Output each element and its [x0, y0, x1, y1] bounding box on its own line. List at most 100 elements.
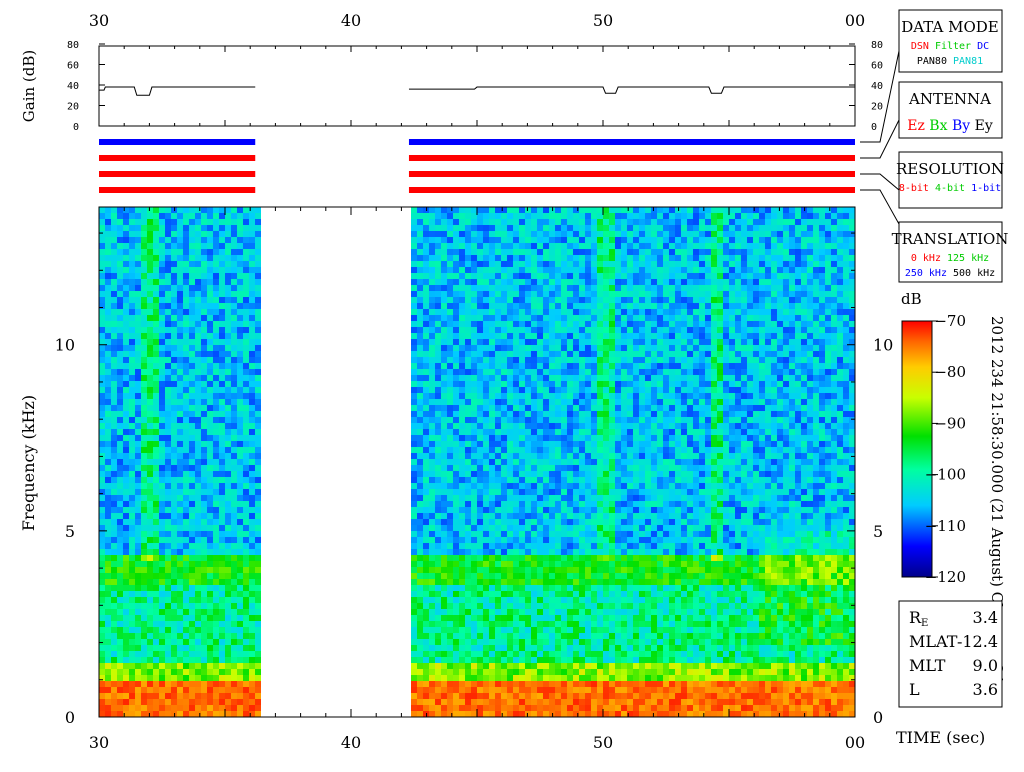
spectrogram-cell [477, 243, 483, 249]
spectrogram-cell [195, 285, 201, 291]
spectrogram-cell [417, 507, 423, 513]
spectrogram-cell [501, 219, 507, 225]
spectrogram-cell [219, 705, 225, 711]
spectrogram-cell [207, 369, 213, 375]
spectrogram-cell [249, 603, 255, 609]
spectrogram-cell [135, 471, 141, 477]
spectrogram-cell [219, 681, 225, 687]
spectrogram-cell [435, 465, 441, 471]
spectrogram-cell [441, 627, 447, 633]
spectrogram-cell [447, 249, 453, 255]
spectrogram-cell [513, 555, 519, 561]
spectrogram-cell [123, 351, 129, 357]
spectrogram-cell [537, 453, 543, 459]
spectrogram-cell [531, 441, 537, 447]
spectrogram-cell [537, 699, 543, 705]
spectrogram-cell [525, 399, 531, 405]
spectrogram-cell [189, 579, 195, 585]
spectrogram-cell [429, 675, 435, 681]
spectrogram-cell [237, 459, 243, 465]
spectrogram-cell [195, 525, 201, 531]
spectrogram-cell [123, 489, 129, 495]
spectrogram-cell [117, 549, 123, 555]
spectrogram-cell [189, 711, 195, 717]
spectrogram-cell [531, 399, 537, 405]
spectrogram-cell [537, 567, 543, 573]
spectrogram-cell [177, 273, 183, 279]
spectrogram-cell [441, 249, 447, 255]
spectrogram-cell [585, 375, 591, 381]
spectrogram-cell [171, 465, 177, 471]
spectrogram-cell [567, 465, 573, 471]
spectrogram-cell [435, 411, 441, 417]
spectrogram-cell [525, 693, 531, 699]
spectrogram-cell [171, 375, 177, 381]
spectrogram-cell [543, 633, 549, 639]
spectrogram-cell [255, 711, 261, 717]
spectrogram-cell [207, 663, 213, 669]
spectrogram-cell [495, 465, 501, 471]
spectrogram-cell [543, 525, 549, 531]
spectrogram-cell [465, 543, 471, 549]
spectrogram-cell [441, 207, 447, 213]
spectrogram-cell [435, 537, 441, 543]
status-bars [99, 139, 855, 193]
spectrogram-cell [153, 213, 159, 219]
spectrogram-cell [237, 501, 243, 507]
spectrogram-cell [573, 423, 579, 429]
spectrogram-cell [447, 537, 453, 543]
spectrogram-cell [141, 531, 147, 537]
spectrogram-cell [537, 441, 543, 447]
spectrogram-cell [165, 585, 171, 591]
spectrogram-cell [567, 555, 573, 561]
spectrogram-cell [507, 315, 513, 321]
spectrogram-cell [471, 501, 477, 507]
spectrogram-cell [525, 459, 531, 465]
spectrogram-cell [249, 219, 255, 225]
spectrogram-cell [507, 405, 513, 411]
spectrogram-cell [243, 669, 249, 675]
spectrogram-cell [231, 285, 237, 291]
spectrogram-cell [213, 435, 219, 441]
spectrogram-cell [171, 261, 177, 267]
spectrogram-cell [429, 273, 435, 279]
spectrogram-cell [495, 669, 501, 675]
spectrogram-cell [483, 339, 489, 345]
spectrogram-cell [123, 627, 129, 633]
spectrogram-cell [447, 411, 453, 417]
spectrogram-cell [477, 489, 483, 495]
spectrogram-cell [531, 273, 537, 279]
gain-tick-label-right: 40 [871, 81, 883, 92]
spectrogram-cell [579, 693, 585, 699]
spectrogram-cell [231, 471, 237, 477]
spectrogram-cell [507, 351, 513, 357]
spectrogram-cell [255, 567, 261, 573]
spectrogram-cell [225, 609, 231, 615]
spectrogram-cell [441, 285, 447, 291]
spectrogram-cell [183, 447, 189, 453]
spectrogram-cell [141, 633, 147, 639]
spectrogram-cell [423, 291, 429, 297]
spectrogram-cell [213, 555, 219, 561]
spectrogram-cell [177, 369, 183, 375]
spectrogram-cell [153, 537, 159, 543]
spectrogram-cell [111, 369, 117, 375]
spectrogram-cell [183, 393, 189, 399]
spectrogram-cell [453, 663, 459, 669]
spectrogram-cell [435, 231, 441, 237]
spectrogram-cell [417, 447, 423, 453]
spectrogram-cell [477, 657, 483, 663]
spectrogram-cell [99, 711, 105, 717]
spectrogram-cell [153, 519, 159, 525]
spectrogram-cell [99, 393, 105, 399]
spectrogram-cell [477, 387, 483, 393]
spectrogram-cell [525, 465, 531, 471]
spectrogram-cell [153, 453, 159, 459]
spectrogram-cell [441, 531, 447, 537]
spectrogram-cell [201, 603, 207, 609]
spectrogram-cell [417, 321, 423, 327]
spectrogram-cell [435, 489, 441, 495]
spectrogram-cell [453, 525, 459, 531]
spectrogram-cell [489, 381, 495, 387]
